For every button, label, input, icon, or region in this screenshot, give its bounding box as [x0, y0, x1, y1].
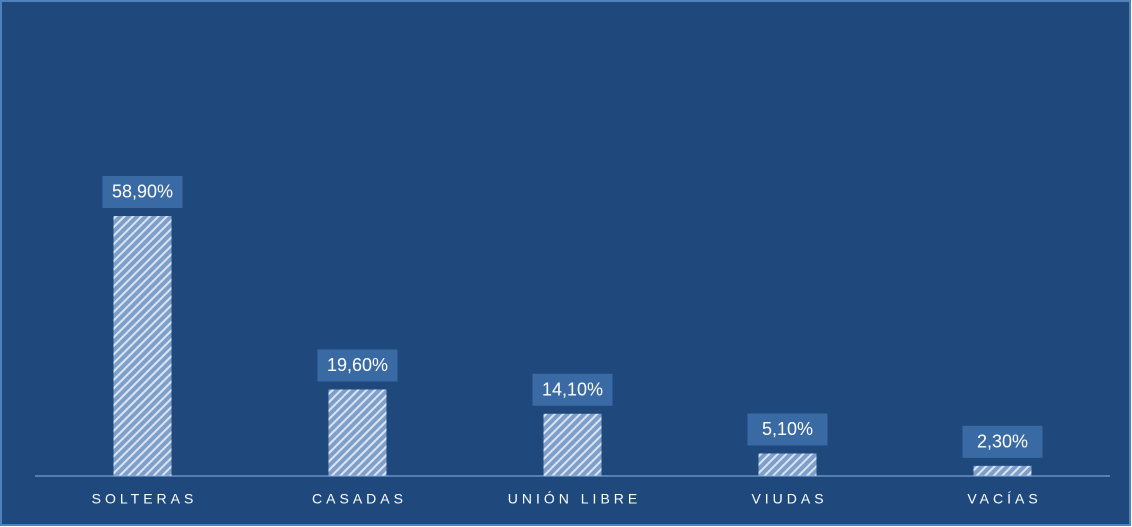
data-label: 19,60%: [327, 355, 388, 375]
x-tick-label: VIUDAS: [751, 491, 827, 507]
x-tick-label: UNIÓN LIBRE: [508, 491, 641, 507]
data-label: 5,10%: [762, 419, 813, 439]
data-label-box: [532, 373, 613, 406]
data-label: 58,90%: [112, 182, 173, 202]
bar: [328, 389, 387, 476]
data-label: 14,10%: [542, 380, 603, 400]
x-tick-label: SOLTERAS: [92, 491, 198, 507]
data-label-box: [747, 413, 828, 446]
bar: [113, 215, 172, 476]
data-label-box: [962, 425, 1043, 458]
bar: [543, 413, 602, 476]
x-tick-label: VACÍAS: [967, 491, 1041, 507]
data-label-box: [317, 349, 398, 382]
data-label: 2,30%: [977, 432, 1028, 452]
bar: [758, 453, 817, 476]
x-tick-label: CASADAS: [312, 491, 407, 507]
bar: [973, 465, 1032, 476]
data-label-box: [102, 175, 183, 208]
